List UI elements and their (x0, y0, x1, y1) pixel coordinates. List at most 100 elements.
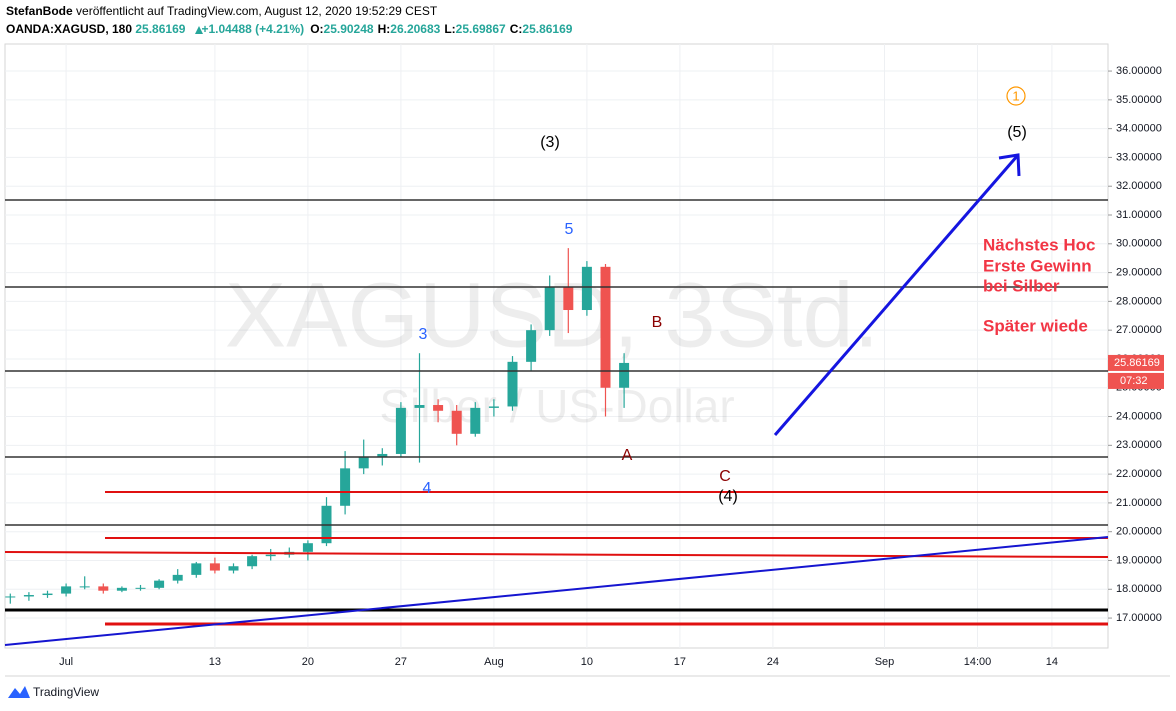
x-tick-label: Sep (875, 656, 895, 668)
x-tick-label: 20 (302, 656, 314, 668)
countdown-box (1108, 372, 1164, 389)
annotation: B (652, 314, 663, 331)
x-tick-label: 24 (767, 656, 779, 668)
chart-frame (4, 43, 1109, 649)
annotation: (3) (540, 134, 560, 151)
candle-body (507, 361, 518, 407)
annotation: 1 (1012, 88, 1019, 103)
candle-body (377, 453, 388, 457)
ohlc-value: 25.69867 (456, 22, 506, 36)
y-tick-label: 36.00000 (1116, 65, 1162, 77)
y-tick-label: 33.00000 (1116, 151, 1162, 163)
ohlc-value: 25.86169 (522, 22, 572, 36)
up-arrow-icon (195, 26, 203, 34)
red-trend-line (4, 551, 1109, 558)
candle-body (191, 563, 202, 575)
x-tick-label: 17 (674, 656, 686, 668)
candle-body (488, 406, 499, 408)
last-price-label: 25.86169 (1114, 357, 1160, 369)
candle-body (61, 586, 72, 594)
y-tick-label: 34.00000 (1116, 123, 1162, 135)
annotation: 3 (419, 326, 428, 343)
y-tick-label: 32.00000 (1116, 180, 1162, 192)
x-tick-label: 10 (581, 656, 593, 668)
candle-body (23, 595, 34, 597)
candle-body (340, 468, 351, 506)
candle-body (563, 286, 574, 311)
y-tick-label: 19.00000 (1116, 554, 1162, 566)
annotation: Nächstes Hoc (983, 235, 1095, 254)
last-price: 25.86169 (135, 22, 185, 36)
candle-body (5, 596, 16, 598)
candle-body (600, 266, 611, 388)
x-tick-label: Aug (484, 656, 504, 668)
candle-body (116, 587, 127, 591)
arrow-shaft (773, 154, 1020, 436)
annotation: A (622, 447, 633, 464)
ohlc-value: 25.90248 (324, 22, 374, 36)
tradingview-logo (8, 686, 30, 698)
grid (5, 44, 1108, 648)
candle-body (135, 587, 146, 589)
footer-brand: TradingView (33, 685, 99, 699)
x-tick-label: 27 (395, 656, 407, 668)
y-tick-label: 22.00000 (1116, 468, 1162, 480)
y-tick-label: 23.00000 (1116, 439, 1162, 451)
published: veröffentlicht auf TradingView.com, Augu… (76, 4, 438, 18)
annotation: C (719, 468, 731, 485)
wave-circle (1006, 86, 1026, 106)
y-tick-label: 18.00000 (1116, 583, 1162, 595)
y-tick-label: 20.00000 (1116, 526, 1162, 538)
y-tick-label: 31.00000 (1116, 209, 1162, 221)
header-line-1: StefanBode veröffentlicht auf TradingVie… (6, 4, 438, 18)
y-tick-label: 29.00000 (1116, 266, 1162, 278)
change: +1.04488 (+4.21%) (201, 22, 304, 36)
annotation: (5) (1007, 124, 1027, 141)
annotation: Erste Gewinn (983, 256, 1092, 275)
annotation: (4) (718, 488, 738, 505)
symbol: OANDA:XAGUSD, 180 (6, 22, 132, 36)
author: StefanBode (6, 4, 73, 18)
annotation: 4 (423, 480, 432, 497)
watermark-name: Silber / US-Dollar (379, 380, 734, 432)
candle-body (433, 405, 444, 411)
ohlc-label: C: (510, 22, 523, 36)
candle-body (154, 580, 165, 588)
drawings (4, 86, 1109, 646)
candle-body (358, 456, 369, 469)
candle-body (247, 556, 258, 567)
countdown-label: 07:32 (1120, 375, 1148, 387)
candle-body (79, 586, 90, 588)
candle-body (395, 407, 406, 454)
x-tick-label: Jul (59, 656, 73, 668)
candle-body (172, 574, 183, 581)
y-tick-label: 24.00000 (1116, 410, 1162, 422)
y-tick-label: 27.00000 (1116, 324, 1162, 336)
candle-body (42, 593, 53, 596)
candle-body (470, 407, 481, 434)
ohlc-label: O: (310, 22, 323, 36)
candle-body (302, 543, 313, 552)
y-tick-label: 30.00000 (1116, 238, 1162, 250)
price-axis: 17.00000 18.00000 19.00000 20.00000 21.00000… (1108, 65, 1164, 624)
candle-body (228, 566, 239, 571)
annotation: Später wiede (983, 316, 1088, 335)
blue-trend-line (4, 536, 1109, 646)
candle-body (619, 362, 630, 388)
ohlc-label: H: (378, 22, 391, 36)
candle-body (414, 405, 425, 408)
candle-body (209, 563, 220, 571)
ohlc-label: L: (444, 22, 455, 36)
ohlc-value: 26.20683 (390, 22, 440, 36)
last-price-box (1108, 354, 1164, 371)
y-tick-label: 35.00000 (1116, 94, 1162, 106)
annotation: 5 (565, 221, 574, 238)
candle-body (581, 266, 592, 311)
candle-body (98, 586, 109, 591)
x-tick-label: 14 (1046, 656, 1058, 668)
x-tick-label: 13 (209, 656, 221, 668)
candle-body (265, 554, 276, 557)
y-tick-label: 21.00000 (1116, 497, 1162, 509)
